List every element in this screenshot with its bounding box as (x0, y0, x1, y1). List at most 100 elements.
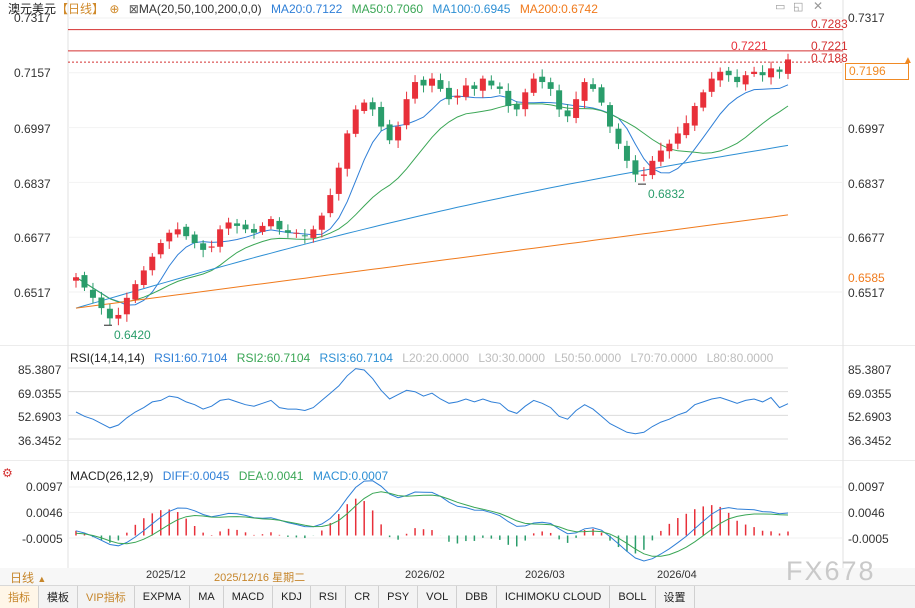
candle-body (564, 110, 571, 117)
rsi-tick-left-3: 36.3452 (18, 434, 62, 448)
restore-icon[interactable]: ◱ (793, 1, 804, 13)
tab-ma[interactable]: MA (190, 586, 224, 608)
rsi3-value: RSI3:60.7104 (319, 351, 393, 365)
macd-diff-line (75, 480, 789, 562)
date-label-cursor: 2025/12/16 星期二 (214, 572, 306, 584)
ma20-value: MA20:0.7122 (270, 2, 343, 16)
macd-settings-icon[interactable]: ⚙ (2, 466, 13, 480)
tab-expma[interactable]: EXPMA (135, 586, 191, 608)
candle-body (615, 128, 622, 144)
candle-body (115, 314, 122, 319)
macd-tick-left-1: 0.0046 (26, 506, 63, 520)
rsi1-line (75, 368, 789, 435)
rsi-l80: L80:80.0000 (706, 351, 774, 365)
rsi-tick-right-3: 36.3452 (848, 434, 892, 448)
candle-body (106, 308, 113, 319)
close-icon[interactable]: ✕ (813, 0, 824, 13)
candle-body (242, 224, 249, 230)
tab-kdj[interactable]: KDJ (273, 586, 311, 608)
rsi-label: RSI(14,14,14) (70, 351, 145, 365)
macd-header: MACD(26,12,9) DIFF:0.0045 DEA:0.0041 MAC… (70, 467, 394, 485)
ma200-marker-label: 0.6585 (848, 271, 885, 285)
candle-body (259, 225, 266, 232)
macd-tick-right-1: 0.0046 (848, 506, 885, 520)
caret-up-icon: ▲ (37, 574, 47, 584)
candle-body (369, 102, 376, 110)
candle-body (573, 99, 580, 118)
tab-vip-indicators[interactable]: VIP指标 (78, 586, 135, 608)
y-tick-left-1: 0.7157 (14, 66, 51, 80)
rsi-tick-right-1: 69.0355 (848, 387, 892, 401)
candle-body (157, 243, 164, 255)
candle-body (301, 235, 308, 237)
rsi-tick-left-0: 85.3807 (18, 363, 62, 377)
ma200-value: MA200:0.6742 (519, 2, 598, 16)
candle-body (751, 71, 758, 74)
level-top-label: 0.7283 (811, 17, 848, 31)
candle-body (386, 124, 393, 141)
candle-body (700, 92, 707, 108)
candle-body (734, 76, 741, 83)
candle-body (479, 78, 486, 91)
period-selector[interactable]: 日线 ▲ (10, 569, 46, 586)
candle-body (234, 223, 241, 226)
window-controls: ▭ ◱ ✕ (775, 0, 835, 16)
rsi-l20: L20:20.0000 (402, 351, 469, 365)
y-tick-left-5: 0.6517 (14, 286, 51, 300)
y-tick-right-5: 0.6517 (848, 286, 885, 300)
current-price-box (845, 63, 909, 80)
candle-body (81, 275, 88, 288)
y-tick-left-4: 0.6677 (14, 231, 51, 245)
candle-body (462, 85, 469, 97)
rsi-chart[interactable] (0, 345, 915, 460)
minimize-icon[interactable]: ▭ (775, 1, 786, 13)
macd-dea-line (75, 491, 789, 557)
ma-settings-icon[interactable]: ⊠ (128, 2, 139, 16)
y-tick-left-3: 0.6837 (14, 177, 51, 191)
candle-body (471, 85, 478, 89)
price-chart[interactable] (0, 0, 915, 345)
tab-rsi[interactable]: RSI (311, 586, 347, 608)
candle-body (598, 87, 605, 103)
candle-body (361, 102, 368, 111)
macd-chart[interactable] (0, 460, 915, 568)
candle-body (513, 104, 520, 110)
candle-body (200, 243, 207, 250)
candle-body (623, 145, 630, 161)
date-label-4: 2026/04 (657, 569, 697, 581)
tab-macd[interactable]: MACD (224, 586, 274, 608)
y-tick-right-3: 0.6837 (848, 177, 885, 191)
candle-body (496, 86, 503, 89)
tab-ichimoku[interactable]: ICHIMOKU CLOUD (497, 586, 611, 608)
ma50-value: MA50:0.7060 (351, 2, 424, 16)
date-label-3: 2026/03 (525, 569, 565, 581)
candle-body (344, 133, 351, 169)
tab-templates[interactable]: 模板 (39, 586, 78, 608)
candle-body (284, 230, 291, 233)
candle-body (310, 229, 317, 238)
candle-body (132, 284, 139, 300)
rsi-tick-right-2: 52.6903 (848, 410, 892, 424)
candle-body (98, 297, 105, 309)
macd-macd-value: MACD:0.0007 (312, 469, 389, 483)
candle-body (395, 126, 402, 141)
candle-body (403, 99, 410, 126)
tab-dbb[interactable]: DBB (457, 586, 497, 608)
macd-label: MACD(26,12,9) (70, 469, 154, 483)
tab-vol[interactable]: VOL (418, 586, 458, 608)
candle-body (276, 220, 283, 230)
candle-body (208, 246, 215, 248)
tab-psy[interactable]: PSY (379, 586, 419, 608)
tab-boll[interactable]: BOLL (610, 586, 656, 608)
candle-body (708, 78, 715, 92)
rsi-header: RSI(14,14,14) RSI1:60.7104 RSI2:60.7104 … (70, 349, 779, 367)
candle-body (581, 82, 588, 101)
tab-settings[interactable]: 设置 (656, 586, 695, 608)
date-label-2: 2026/02 (405, 569, 445, 581)
tab-cr[interactable]: CR (346, 586, 380, 608)
add-indicator-icon[interactable]: ⊕ (109, 2, 120, 16)
tab-indicators[interactable]: 指标 (0, 586, 39, 608)
current-price-label: 0.7196 (849, 64, 886, 78)
candle-body (445, 87, 452, 100)
candle-body (632, 160, 639, 175)
